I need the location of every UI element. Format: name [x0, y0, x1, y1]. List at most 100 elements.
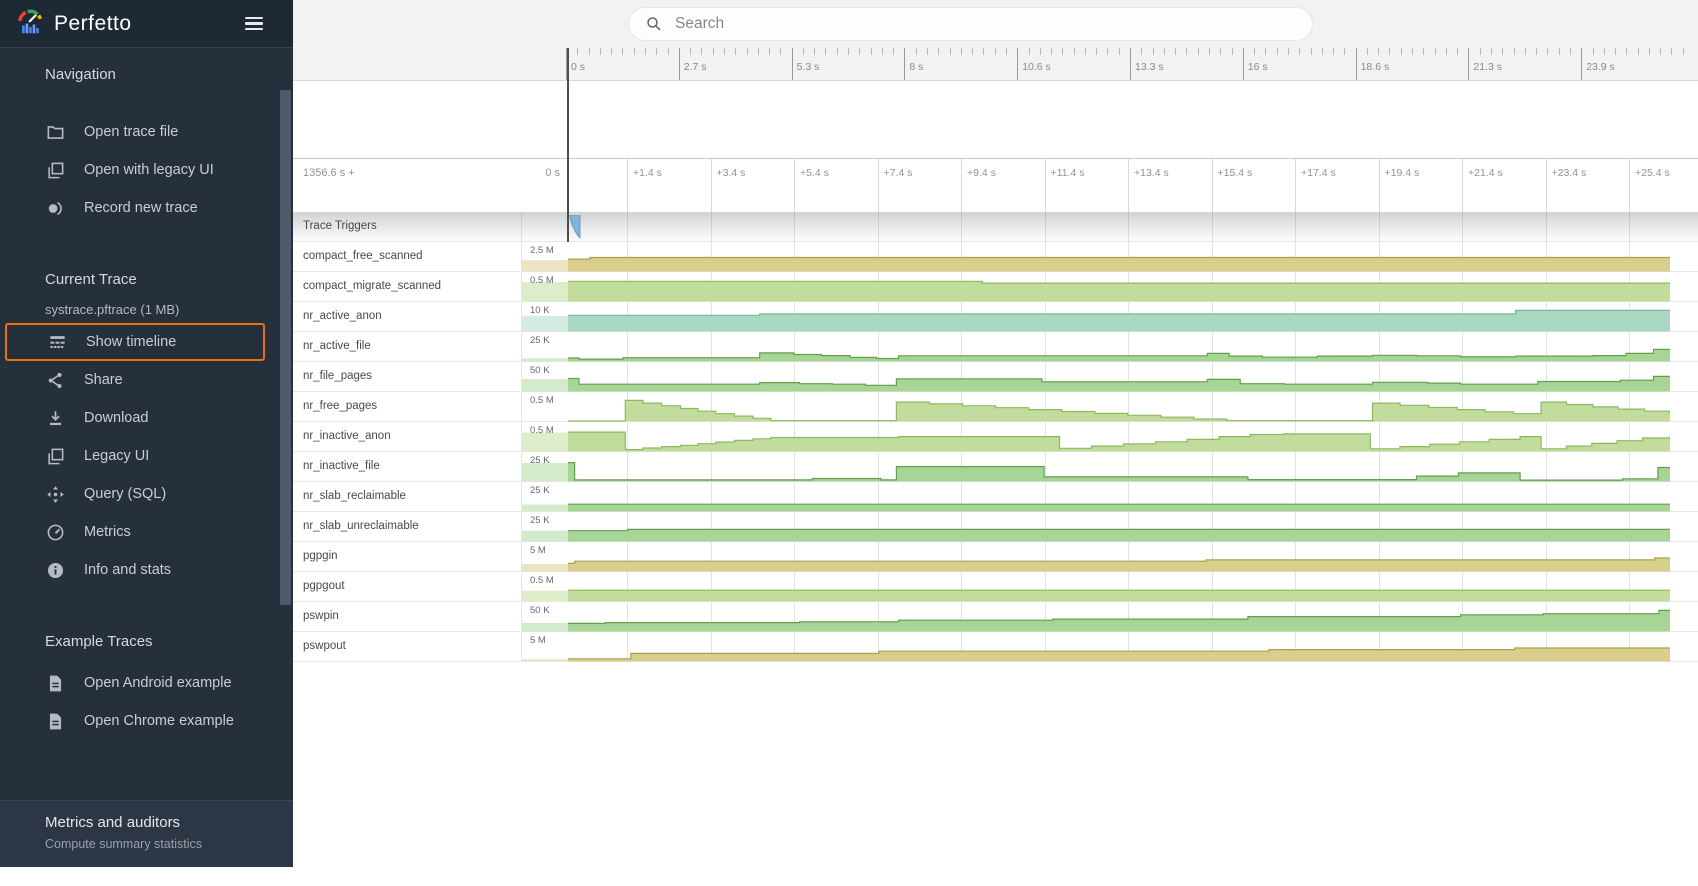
- ruler-minor-tick: [1671, 48, 1673, 55]
- counter-chart[interactable]: [522, 512, 1670, 542]
- track-row-nr-free-pages[interactable]: nr_free_pages 0.5 M: [293, 392, 1698, 422]
- sidebar-item-label: Info and stats: [84, 562, 172, 578]
- current-trace-file: systrace.pftrace (1 MB): [45, 302, 180, 317]
- ruler-minor-tick: [814, 48, 816, 55]
- ruler-minor-tick: [1412, 48, 1413, 55]
- track-row-nr-active-anon[interactable]: nr_active_anon 10 K: [293, 302, 1698, 332]
- sidebar-item-open-android-example[interactable]: Open Android example: [0, 664, 293, 702]
- sidebar-item-show-timeline[interactable]: Show timeline: [5, 323, 265, 361]
- sidebar-item-query-sql[interactable]: Query (SQL): [0, 475, 293, 513]
- track-gridline: [1462, 212, 1463, 662]
- track-name: nr_inactive_file: [303, 460, 380, 472]
- track-row-compact-migrate-scanned[interactable]: compact_migrate_scanned 0.5 M: [293, 272, 1698, 302]
- track-scale-value: 0.5 M: [530, 425, 554, 436]
- sidebar-item-open-chrome-example[interactable]: Open Chrome example: [0, 702, 293, 740]
- track-row-nr-inactive-file[interactable]: nr_inactive_file 25 K: [293, 452, 1698, 482]
- sidebar: Perfetto Navigation Open trace file Open w…: [0, 0, 293, 867]
- ruler-minor-tick: [1558, 48, 1560, 55]
- footer-subtitle: Compute summary statistics: [45, 837, 202, 851]
- counter-chart[interactable]: [522, 572, 1670, 602]
- metrics-and-auditors-section[interactable]: Metrics and auditors Compute summary sta…: [0, 800, 293, 867]
- track-row-nr-slab-unreclaimable[interactable]: nr_slab_unreclaimable 25 K: [293, 512, 1698, 542]
- axis-tick-label: +11.4 s: [1050, 167, 1085, 179]
- track-row-pswpout[interactable]: pswpout 5 M: [293, 632, 1698, 662]
- time-axis: 1356.6 s + 0 s +1.4 s +3.4 s +5.4 s +7.4 s +…: [293, 158, 1698, 212]
- sidebar-item-download[interactable]: Download: [0, 399, 293, 437]
- axis-gridline: [961, 159, 962, 212]
- section-title: Navigation: [45, 66, 116, 83]
- counter-chart[interactable]: [522, 632, 1670, 662]
- ruler-major-tick: [1242, 48, 1244, 80]
- track-row-nr-inactive-anon[interactable]: nr_inactive_anon 0.5 M: [293, 422, 1698, 452]
- track-row-pgpgin[interactable]: pgpgin 5 M: [293, 542, 1698, 572]
- track-row-pgpgout[interactable]: pgpgout 0.5 M: [293, 572, 1698, 602]
- counter-chart[interactable]: [522, 602, 1670, 632]
- counter-chart[interactable]: [522, 302, 1670, 332]
- search-input[interactable]: [675, 15, 1275, 33]
- sidebar-item-share[interactable]: Share: [0, 361, 293, 399]
- ruler-minor-tick: [1073, 48, 1075, 55]
- ruler-minor-tick: [1310, 48, 1312, 55]
- axis-gridline: [1378, 159, 1380, 212]
- trace-start-caret-icon[interactable]: [569, 215, 581, 239]
- sidebar-item-open-with-legacy-ui[interactable]: Open with legacy UI: [0, 151, 293, 189]
- track-scale-value: 25 K: [530, 515, 550, 526]
- ruler-minor-tick: [1084, 48, 1086, 55]
- ruler-tick-label: 18.6 s: [1360, 61, 1390, 73]
- sidebar-item-metrics[interactable]: Metrics: [0, 513, 293, 551]
- ruler-minor-tick: [1491, 48, 1492, 55]
- ruler-minor-tick: [1186, 48, 1188, 55]
- track-name: pswpin: [303, 610, 339, 622]
- track-row-trace-triggers[interactable]: Trace Triggers: [293, 212, 1698, 242]
- counter-chart[interactable]: [522, 482, 1670, 512]
- share-icon: [46, 370, 66, 390]
- topbar: [293, 0, 1698, 48]
- ruler-minor-tick: [1457, 48, 1459, 55]
- track-row-pswpin[interactable]: pswpin 50 K: [293, 602, 1698, 632]
- section-title: Example Traces: [45, 633, 153, 650]
- counter-chart[interactable]: [522, 362, 1670, 392]
- ruler-major-tick: [1355, 48, 1357, 80]
- track-row-nr-slab-reclaimable[interactable]: nr_slab_reclaimable 25 K: [293, 482, 1698, 512]
- axis-gridline: [1211, 159, 1213, 212]
- viewport-marker[interactable]: [567, 48, 569, 242]
- hamburger-menu-icon[interactable]: [245, 14, 263, 34]
- sidebar-scrollbar-thumb[interactable]: [280, 90, 291, 605]
- counter-chart[interactable]: [522, 452, 1670, 482]
- ruler-minor-tick: [848, 48, 849, 55]
- track-name: pswpout: [303, 640, 346, 652]
- sidebar-item-legacy-ui[interactable]: Legacy UI: [0, 437, 293, 475]
- track-gridline: [627, 212, 628, 662]
- counter-chart[interactable]: [522, 272, 1670, 302]
- search-bar[interactable]: [628, 7, 1313, 41]
- track-row-compact-free-scanned[interactable]: compact_free_scanned 2.5 M: [293, 242, 1698, 272]
- record-icon: [46, 198, 66, 218]
- ruler-minor-tick: [656, 48, 658, 55]
- counter-chart[interactable]: [522, 392, 1670, 422]
- axis-tick-label: +3.4 s: [716, 167, 746, 179]
- ruler-minor-tick: [972, 48, 974, 55]
- sidebar-item-label: Open trace file: [84, 124, 179, 140]
- ruler-minor-tick: [757, 48, 759, 55]
- track-gridline: [1629, 212, 1630, 662]
- counter-chart[interactable]: [522, 242, 1670, 272]
- sidebar-section-example-traces: Example Traces Open Android example Open C…: [0, 633, 293, 740]
- sidebar-item-record-new-trace[interactable]: Record new trace: [0, 189, 293, 227]
- counter-chart[interactable]: [522, 332, 1670, 362]
- query-icon: [46, 484, 66, 504]
- ruler-tick-label: 2.7 s: [683, 61, 707, 73]
- ruler-minor-tick: [1660, 48, 1662, 55]
- ruler-major-tick: [678, 48, 680, 80]
- overview-ruler[interactable]: 0 s 2.7 s 5.3 s 8 s 10.6 s 13.3 s 16 s 18.6 s 21…: [293, 48, 1698, 81]
- track-row-nr-file-pages[interactable]: nr_file_pages 50 K: [293, 362, 1698, 392]
- counter-chart[interactable]: [522, 542, 1670, 572]
- sidebar-item-open-trace-file[interactable]: Open trace file: [0, 113, 293, 151]
- ruler-minor-tick: [893, 48, 895, 55]
- axis-tick-label: +23.4 s: [1551, 167, 1587, 179]
- sidebar-item-info-and-stats[interactable]: Info and stats: [0, 551, 293, 589]
- ruler-tick-label: 16 s: [1247, 61, 1268, 73]
- track-row-nr-active-file[interactable]: nr_active_file 25 K: [293, 332, 1698, 362]
- counter-chart[interactable]: [522, 422, 1670, 452]
- ruler-minor-tick: [1333, 48, 1334, 55]
- ruler-minor-tick: [1220, 48, 1222, 55]
